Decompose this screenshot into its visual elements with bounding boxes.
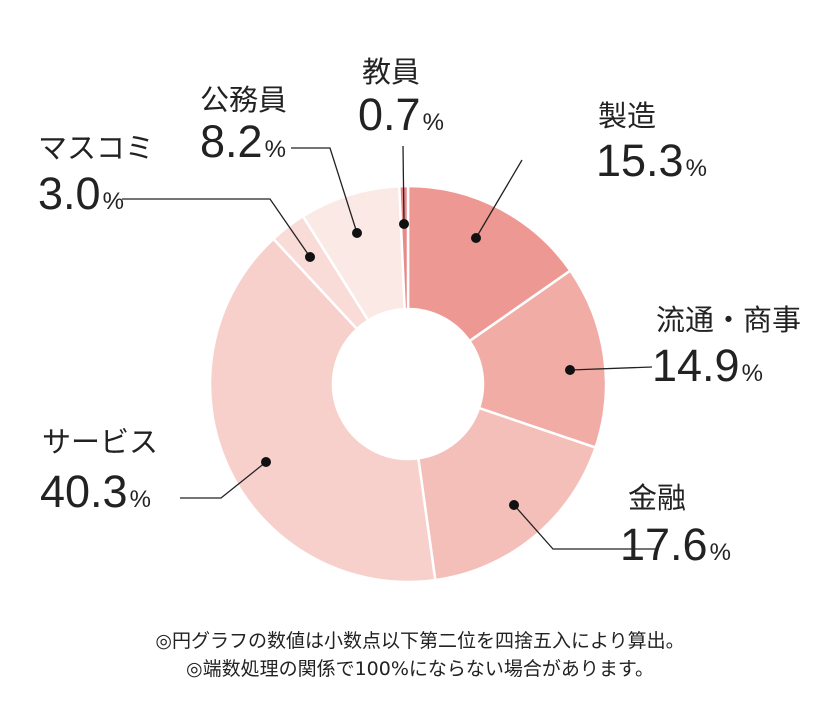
leader-line-6 <box>402 145 405 225</box>
slice-label-4: マスコミ <box>38 131 154 165</box>
leader-line-2 <box>513 504 656 550</box>
leader-dot-6 <box>399 219 409 229</box>
slice-label-5: 公務員 <box>200 83 287 117</box>
leader-dot-4 <box>305 252 315 262</box>
slice-2 <box>416 406 598 582</box>
slice-value-0: 15.3% <box>596 135 707 186</box>
slice-label-6: 教員 <box>362 55 420 89</box>
slice-value-4: 3.0% <box>38 168 124 219</box>
leader-line-5 <box>291 147 358 234</box>
slice-label-1: 流通・商事 <box>656 303 801 337</box>
slice-value-6: 0.7% <box>358 89 444 140</box>
leader-dot-1 <box>565 365 575 375</box>
slice-value-3: 40.3% <box>40 466 151 517</box>
leader-dot-2 <box>509 500 519 510</box>
slice-value-2: 17.6% <box>620 519 731 570</box>
slice-3 <box>208 237 437 584</box>
slice-label-2: 金融 <box>628 481 686 515</box>
slice-1 <box>467 268 608 450</box>
slice-label-3: サービス <box>42 425 158 459</box>
leader-line-3 <box>180 461 267 499</box>
slice-0 <box>406 184 573 343</box>
slice-label-0: 製造 <box>598 99 656 133</box>
footnote-rounding: ◎円グラフの数値は小数点以下第二位を四捨五入により算出。 <box>155 630 685 652</box>
slice-6 <box>397 184 410 311</box>
leader-dot-5 <box>352 228 362 238</box>
slice-value-1: 14.9% <box>652 340 763 391</box>
leader-line-1 <box>569 366 653 371</box>
slice-value-5: 8.2% <box>200 116 286 167</box>
leader-dot-0 <box>471 233 481 243</box>
leader-line-4 <box>122 198 311 258</box>
leader-line-0 <box>475 159 523 239</box>
leader-dot-3 <box>261 457 271 467</box>
footnote-total: ◎端数処理の関係で100%にならない場合があります。 <box>186 658 654 680</box>
